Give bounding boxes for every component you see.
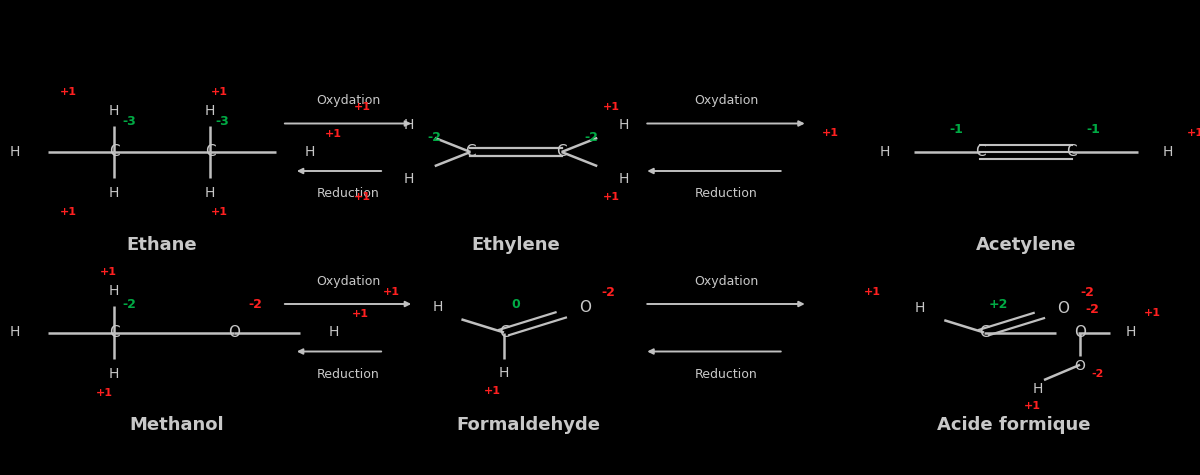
Text: +1: +1 xyxy=(100,267,116,277)
Text: +1: +1 xyxy=(604,102,620,112)
Text: Reduction: Reduction xyxy=(695,368,757,381)
Text: H: H xyxy=(1033,381,1043,396)
Text: +1: +1 xyxy=(325,129,342,139)
Text: H: H xyxy=(10,325,19,340)
Text: Ethane: Ethane xyxy=(127,236,197,254)
Text: -2: -2 xyxy=(584,131,599,144)
Text: O: O xyxy=(228,325,240,340)
Text: H: H xyxy=(205,186,215,200)
Text: -2: -2 xyxy=(122,297,137,311)
Text: H: H xyxy=(305,145,314,159)
Text: H: H xyxy=(618,172,629,186)
Text: C: C xyxy=(1067,144,1076,160)
Text: +1: +1 xyxy=(1144,308,1160,319)
Text: +1: +1 xyxy=(96,388,113,398)
Text: H: H xyxy=(880,145,889,159)
Text: -2: -2 xyxy=(1085,303,1099,316)
Text: O: O xyxy=(1074,359,1086,373)
Text: +1: +1 xyxy=(1024,401,1040,411)
Text: Oxydation: Oxydation xyxy=(694,275,758,288)
Text: 0: 0 xyxy=(511,297,521,311)
Text: +1: +1 xyxy=(604,192,620,202)
Text: Oxydation: Oxydation xyxy=(316,94,380,107)
Text: Ethylene: Ethylene xyxy=(472,236,560,254)
Text: H: H xyxy=(109,284,119,298)
Text: H: H xyxy=(1126,325,1135,340)
Text: -1: -1 xyxy=(1086,123,1100,136)
Text: H: H xyxy=(403,118,414,132)
Text: Acetylene: Acetylene xyxy=(976,236,1076,254)
Text: -3: -3 xyxy=(215,114,229,128)
Text: +1: +1 xyxy=(383,287,401,297)
Text: Reduction: Reduction xyxy=(317,187,379,200)
Text: -2: -2 xyxy=(427,131,442,144)
Text: H: H xyxy=(499,366,509,380)
Text: O: O xyxy=(578,300,590,315)
Text: Reduction: Reduction xyxy=(317,368,379,381)
Text: H: H xyxy=(432,301,443,314)
Text: -2: -2 xyxy=(248,297,263,311)
Text: +1: +1 xyxy=(864,287,881,297)
Text: +1: +1 xyxy=(211,86,228,97)
Text: Formaldehyde: Formaldehyde xyxy=(456,416,600,434)
Text: +1: +1 xyxy=(352,309,368,320)
Text: O: O xyxy=(1057,302,1069,316)
Text: +1: +1 xyxy=(1187,128,1200,138)
Text: +1: +1 xyxy=(354,192,371,202)
Text: -3: -3 xyxy=(122,114,137,128)
Text: -2: -2 xyxy=(1080,286,1093,299)
Text: C: C xyxy=(205,144,215,160)
Text: H: H xyxy=(109,367,119,381)
Text: -1: -1 xyxy=(949,123,964,136)
Text: H: H xyxy=(109,186,119,200)
Text: Acide formique: Acide formique xyxy=(937,416,1091,434)
Text: H: H xyxy=(916,301,925,315)
Text: Oxydation: Oxydation xyxy=(694,94,758,107)
Text: +1: +1 xyxy=(60,207,77,218)
Text: C: C xyxy=(499,325,509,340)
Text: +1: +1 xyxy=(822,128,839,138)
Text: C: C xyxy=(979,325,989,340)
Text: -2: -2 xyxy=(601,285,616,299)
Text: H: H xyxy=(205,104,215,118)
Text: +1: +1 xyxy=(211,207,228,218)
Text: H: H xyxy=(109,104,119,118)
Text: C: C xyxy=(557,144,566,160)
Text: -2: -2 xyxy=(1092,369,1104,380)
Text: H: H xyxy=(618,118,629,132)
Text: +1: +1 xyxy=(484,386,500,396)
Text: H: H xyxy=(403,172,414,186)
Text: H: H xyxy=(329,325,338,340)
Text: Methanol: Methanol xyxy=(130,416,223,434)
Text: C: C xyxy=(466,144,475,160)
Text: O: O xyxy=(1074,325,1086,340)
Text: +1: +1 xyxy=(60,86,77,97)
Text: Reduction: Reduction xyxy=(695,187,757,200)
Text: C: C xyxy=(109,144,119,160)
Text: C: C xyxy=(109,325,119,340)
Text: C: C xyxy=(976,144,985,160)
Text: H: H xyxy=(10,145,19,159)
Text: +2: +2 xyxy=(989,297,1008,311)
Text: +1: +1 xyxy=(354,102,371,112)
Text: H: H xyxy=(1163,145,1172,159)
Text: Oxydation: Oxydation xyxy=(316,275,380,288)
